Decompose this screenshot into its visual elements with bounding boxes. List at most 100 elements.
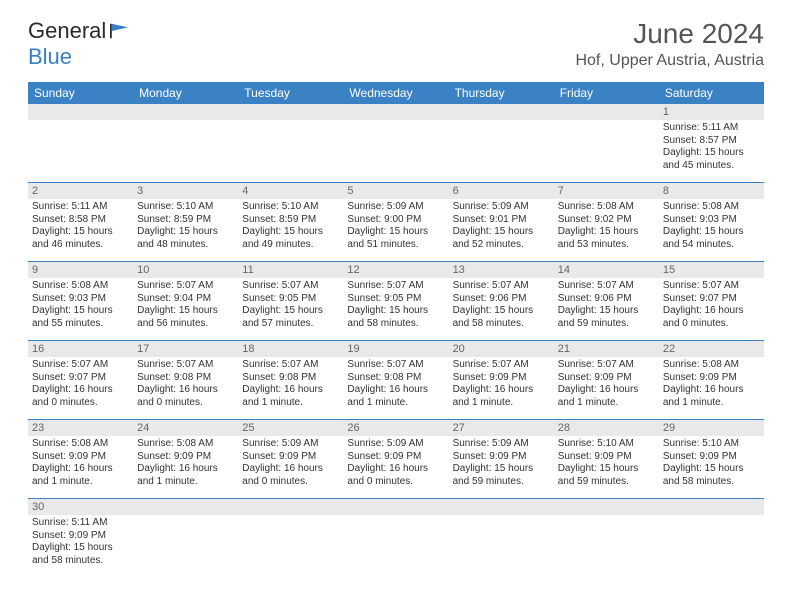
day-cell: Sunrise: 5:07 AMSunset: 9:05 PMDaylight:… xyxy=(343,278,448,340)
sunrise-text: Sunrise: 5:11 AM xyxy=(32,517,129,530)
day-cell: Sunrise: 5:09 AMSunset: 9:01 PMDaylight:… xyxy=(449,199,554,261)
day-cell: Sunrise: 5:09 AMSunset: 9:09 PMDaylight:… xyxy=(343,436,448,498)
sunset-text: Sunset: 9:08 PM xyxy=(242,372,339,385)
daylight-text: Daylight: 15 hours xyxy=(242,226,339,239)
day-cell xyxy=(343,515,448,577)
sunset-text: Sunset: 9:09 PM xyxy=(663,451,760,464)
day-number xyxy=(28,104,133,120)
sunset-text: Sunset: 9:09 PM xyxy=(242,451,339,464)
daylight-text-2: and 46 minutes. xyxy=(32,239,129,252)
daylight-text: Daylight: 15 hours xyxy=(663,463,760,476)
daynum-row: 2345678 xyxy=(28,183,764,199)
daylight-text: Daylight: 15 hours xyxy=(32,542,129,555)
daynum-row: 23242526272829 xyxy=(28,420,764,436)
sunset-text: Sunset: 9:08 PM xyxy=(137,372,234,385)
day-cell: Sunrise: 5:07 AMSunset: 9:08 PMDaylight:… xyxy=(343,357,448,419)
sunrise-text: Sunrise: 5:08 AM xyxy=(663,201,760,214)
daylight-text: Daylight: 16 hours xyxy=(242,384,339,397)
day-cell: Sunrise: 5:09 AMSunset: 9:00 PMDaylight:… xyxy=(343,199,448,261)
day-number: 21 xyxy=(554,341,659,357)
daylight-text-2: and 54 minutes. xyxy=(663,239,760,252)
title-block: June 2024 Hof, Upper Austria, Austria xyxy=(575,18,764,70)
daylight-text-2: and 58 minutes. xyxy=(32,555,129,568)
day-cell: Sunrise: 5:10 AMSunset: 9:09 PMDaylight:… xyxy=(554,436,659,498)
day-number xyxy=(133,104,238,120)
week-row: Sunrise: 5:11 AMSunset: 9:09 PMDaylight:… xyxy=(28,515,764,577)
day-number: 2 xyxy=(28,183,133,199)
day-number xyxy=(449,499,554,515)
day-number: 27 xyxy=(449,420,554,436)
sunrise-text: Sunrise: 5:07 AM xyxy=(347,280,444,293)
sunrise-text: Sunrise: 5:07 AM xyxy=(453,359,550,372)
sunrise-text: Sunrise: 5:07 AM xyxy=(453,280,550,293)
sunset-text: Sunset: 9:01 PM xyxy=(453,214,550,227)
daylight-text: Daylight: 15 hours xyxy=(558,463,655,476)
day-cell: Sunrise: 5:10 AMSunset: 9:09 PMDaylight:… xyxy=(659,436,764,498)
sunrise-text: Sunrise: 5:10 AM xyxy=(663,438,760,451)
daylight-text-2: and 0 minutes. xyxy=(32,397,129,410)
sunrise-text: Sunrise: 5:10 AM xyxy=(137,201,234,214)
day-cell: Sunrise: 5:07 AMSunset: 9:09 PMDaylight:… xyxy=(554,357,659,419)
sunrise-text: Sunrise: 5:09 AM xyxy=(453,201,550,214)
weekday-header: Thursday xyxy=(449,82,554,104)
day-cell: Sunrise: 5:11 AMSunset: 9:09 PMDaylight:… xyxy=(28,515,133,577)
weekday-header: Wednesday xyxy=(343,82,448,104)
daylight-text: Daylight: 15 hours xyxy=(453,463,550,476)
day-number: 24 xyxy=(133,420,238,436)
weekday-header: Saturday xyxy=(659,82,764,104)
daynum-row: 16171819202122 xyxy=(28,341,764,357)
daylight-text-2: and 0 minutes. xyxy=(347,476,444,489)
daylight-text: Daylight: 15 hours xyxy=(32,226,129,239)
sunrise-text: Sunrise: 5:08 AM xyxy=(663,359,760,372)
sunset-text: Sunset: 9:03 PM xyxy=(663,214,760,227)
sunrise-text: Sunrise: 5:07 AM xyxy=(558,280,655,293)
day-number: 10 xyxy=(133,262,238,278)
daylight-text: Daylight: 15 hours xyxy=(32,305,129,318)
day-cell: Sunrise: 5:07 AMSunset: 9:06 PMDaylight:… xyxy=(554,278,659,340)
day-number: 11 xyxy=(238,262,343,278)
sunrise-text: Sunrise: 5:07 AM xyxy=(242,359,339,372)
daylight-text-2: and 0 minutes. xyxy=(242,476,339,489)
header: General June 2024 Hof, Upper Austria, Au… xyxy=(0,0,792,78)
sunrise-text: Sunrise: 5:07 AM xyxy=(558,359,655,372)
day-number: 19 xyxy=(343,341,448,357)
day-number: 20 xyxy=(449,341,554,357)
day-number: 14 xyxy=(554,262,659,278)
sunset-text: Sunset: 8:59 PM xyxy=(242,214,339,227)
daylight-text: Daylight: 15 hours xyxy=(558,305,655,318)
sunset-text: Sunset: 9:09 PM xyxy=(558,372,655,385)
daylight-text: Daylight: 16 hours xyxy=(453,384,550,397)
day-number xyxy=(343,104,448,120)
daylight-text: Daylight: 16 hours xyxy=(347,384,444,397)
day-number: 29 xyxy=(659,420,764,436)
day-cell: Sunrise: 5:07 AMSunset: 9:09 PMDaylight:… xyxy=(449,357,554,419)
daynum-row: 1 xyxy=(28,104,764,120)
day-number: 1 xyxy=(659,104,764,120)
sunrise-text: Sunrise: 5:07 AM xyxy=(663,280,760,293)
day-cell: Sunrise: 5:07 AMSunset: 9:07 PMDaylight:… xyxy=(659,278,764,340)
day-cell xyxy=(133,515,238,577)
day-number: 4 xyxy=(238,183,343,199)
day-number: 25 xyxy=(238,420,343,436)
day-cell: Sunrise: 5:08 AMSunset: 9:03 PMDaylight:… xyxy=(659,199,764,261)
daylight-text-2: and 1 minute. xyxy=(453,397,550,410)
daylight-text: Daylight: 16 hours xyxy=(137,463,234,476)
day-cell: Sunrise: 5:11 AMSunset: 8:58 PMDaylight:… xyxy=(28,199,133,261)
daylight-text: Daylight: 16 hours xyxy=(558,384,655,397)
daylight-text-2: and 55 minutes. xyxy=(32,318,129,331)
sunrise-text: Sunrise: 5:11 AM xyxy=(663,122,760,135)
sunset-text: Sunset: 9:07 PM xyxy=(663,293,760,306)
daylight-text-2: and 59 minutes. xyxy=(558,318,655,331)
day-cell: Sunrise: 5:08 AMSunset: 9:09 PMDaylight:… xyxy=(133,436,238,498)
day-cell: Sunrise: 5:10 AMSunset: 8:59 PMDaylight:… xyxy=(133,199,238,261)
weekday-header: Tuesday xyxy=(238,82,343,104)
day-number: 18 xyxy=(238,341,343,357)
day-number: 15 xyxy=(659,262,764,278)
sunrise-text: Sunrise: 5:11 AM xyxy=(32,201,129,214)
day-cell: Sunrise: 5:07 AMSunset: 9:06 PMDaylight:… xyxy=(449,278,554,340)
daylight-text-2: and 48 minutes. xyxy=(137,239,234,252)
sunset-text: Sunset: 9:09 PM xyxy=(137,451,234,464)
brand-part1: General xyxy=(28,18,106,44)
weekday-header: Friday xyxy=(554,82,659,104)
week-row: Sunrise: 5:08 AMSunset: 9:03 PMDaylight:… xyxy=(28,278,764,341)
